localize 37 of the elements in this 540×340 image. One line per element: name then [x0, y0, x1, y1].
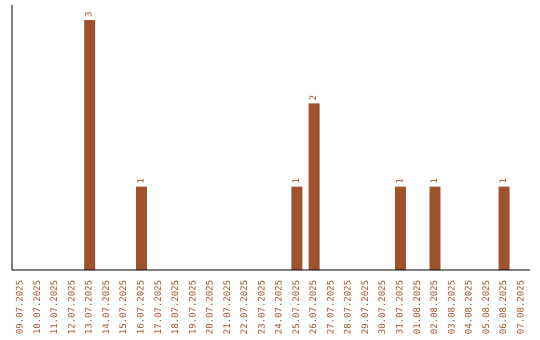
- data-label: 1: [430, 178, 440, 184]
- x-tick-label: 10.07.2025: [32, 280, 43, 334]
- x-tick-label: 02.08.2025: [430, 280, 440, 334]
- x-tick-label: 22.07.2025: [240, 280, 250, 334]
- x-tick-label: 30.07.2025: [378, 280, 388, 334]
- x-tick-label: 01.08.2025: [412, 280, 423, 334]
- data-label: 1: [136, 178, 146, 184]
- x-tick-label: 26.07.2025: [309, 280, 320, 334]
- x-tick-label: 23.07.2025: [257, 280, 268, 334]
- data-label: 3: [84, 12, 95, 17]
- x-tick-label: 29.07.2025: [360, 280, 371, 334]
- x-tick-label: 28.07.2025: [344, 280, 354, 334]
- x-tick-label: 21.07.2025: [222, 280, 233, 334]
- x-tick-label: 16.07.2025: [136, 280, 146, 334]
- x-tick-label: 12.07.2025: [67, 280, 78, 334]
- x-tick-label: 19.07.2025: [188, 280, 198, 334]
- x-tick-label: 25.07.2025: [292, 280, 302, 334]
- data-label: 2: [309, 94, 320, 100]
- data-label: 1: [292, 178, 302, 184]
- x-tick-label: 27.07.2025: [326, 280, 336, 334]
- data-label: 1: [395, 178, 406, 184]
- x-tick-label: 31.07.2025: [396, 280, 406, 334]
- x-tick-label: 18.07.2025: [171, 280, 182, 334]
- x-tick-label: 14.07.2025: [102, 280, 112, 334]
- x-tick-label: 20.07.2025: [206, 280, 216, 334]
- x-tick-label: 09.07.2025: [16, 280, 26, 334]
- data-label: 1: [499, 178, 510, 184]
- x-tick-label: 17.07.2025: [154, 280, 164, 334]
- x-tick-label: 07.08.2025: [516, 280, 526, 334]
- x-tick-label: 05.08.2025: [482, 280, 492, 334]
- x-tick-label: 24.07.2025: [274, 280, 285, 334]
- x-tick-label: 15.07.2025: [119, 280, 130, 334]
- x-tick-label: 06.08.2025: [499, 280, 510, 334]
- x-tick-label: 13.07.2025: [84, 280, 95, 334]
- x-tick-label: 11.07.2025: [50, 280, 60, 334]
- x-tick-label: 03.08.2025: [447, 280, 458, 334]
- x-tick-label: 04.08.2025: [464, 280, 475, 334]
